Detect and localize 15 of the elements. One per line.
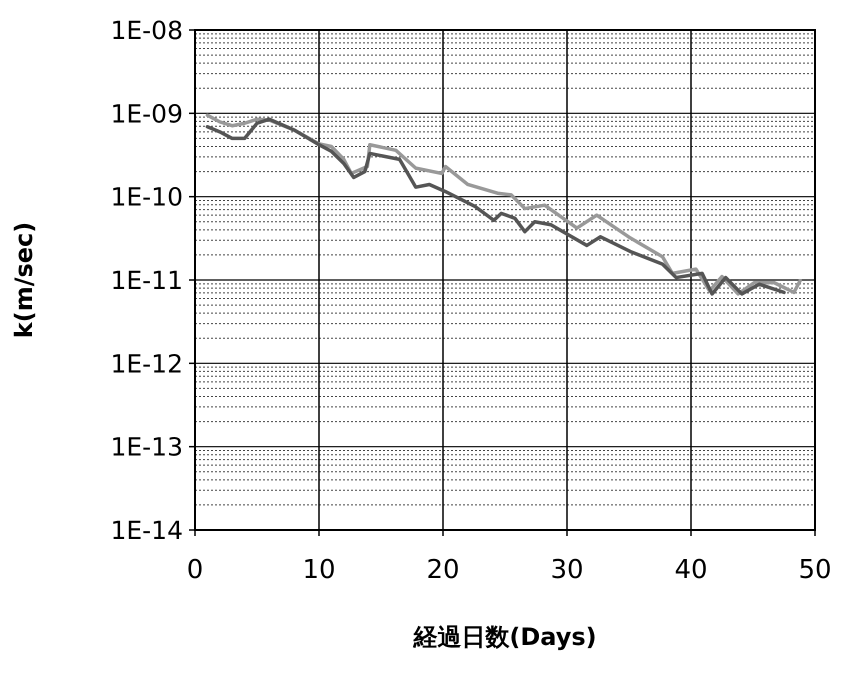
y-tick-label: 1E-12 <box>110 349 183 378</box>
y-tick-label: 1E-11 <box>110 266 183 295</box>
y-axis-title: k(m/sec) <box>10 222 38 338</box>
y-tick-label: 1E-09 <box>110 99 183 128</box>
x-tick-label: 30 <box>550 555 584 585</box>
x-tick-label: 20 <box>426 555 460 585</box>
y-tick-label: 1E-10 <box>110 182 183 212</box>
x-tick-label: 0 <box>186 555 204 585</box>
y-tick-label: 1E-08 <box>110 16 183 45</box>
y-tick-label: 1E-13 <box>110 432 183 462</box>
x-tick-label: 10 <box>302 555 336 585</box>
x-axis-title: 経過日数(Days) <box>412 623 597 651</box>
y-tick-label: 1E-14 <box>110 516 183 545</box>
x-tick-label: 40 <box>674 555 708 585</box>
x-tick-label: 50 <box>798 555 832 585</box>
